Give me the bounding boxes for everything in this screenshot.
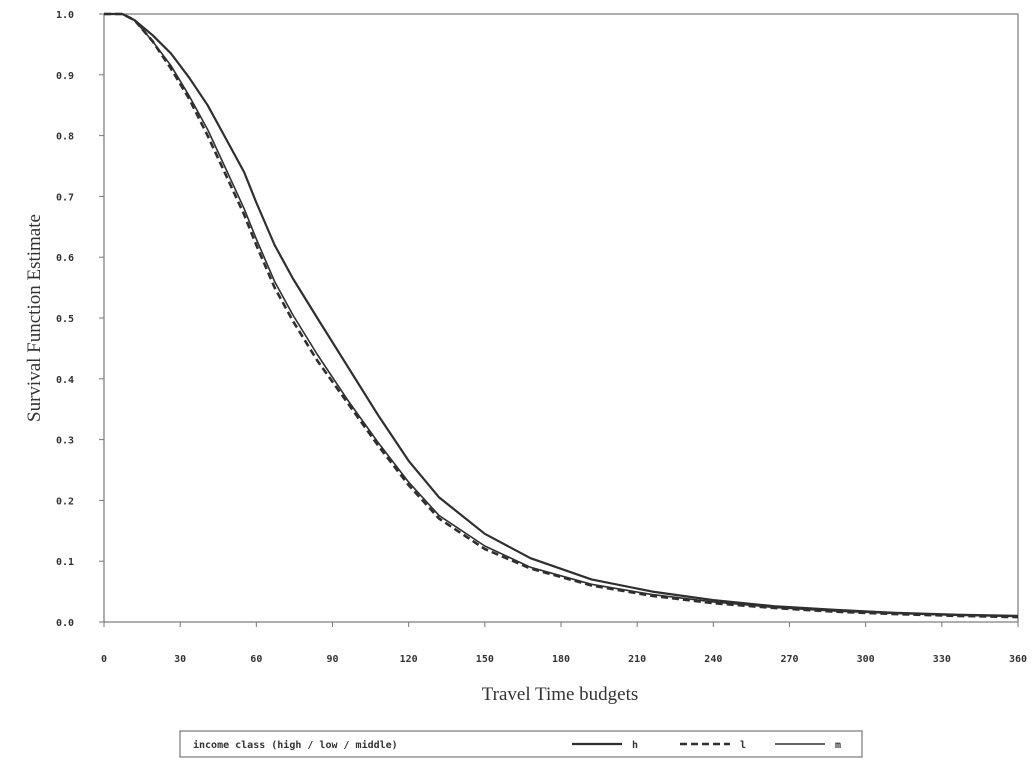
x-tick-label: 60 [250, 654, 262, 665]
legend: income class (high / low / middle) h l m [179, 730, 863, 758]
y-tick-label: 0.0 [56, 618, 74, 629]
series-line-h [104, 12, 1019, 617]
x-axis-ticks: 0 30 60 90 120 150 180 210 240 270 300 330 360 [101, 622, 1027, 665]
x-tick-label: 210 [628, 654, 646, 665]
x-tick-label: 150 [476, 654, 494, 665]
y-tick-label: 0.3 [56, 436, 74, 447]
y-tick-label: 0.1 [56, 557, 74, 568]
y-tick-label: 0.7 [56, 192, 74, 203]
y-tick-label: 0.6 [56, 253, 74, 264]
x-tick-label: 270 [780, 654, 798, 665]
x-tick-label: 330 [933, 654, 951, 665]
legend-box [179, 730, 863, 758]
x-tick-label: 90 [326, 654, 338, 665]
plot-frame [103, 13, 1019, 623]
y-tick-label: 0.2 [56, 496, 74, 507]
x-tick-label: 0 [101, 654, 107, 665]
x-tick-label: 120 [400, 654, 418, 665]
y-tick-label: 0.5 [56, 314, 74, 325]
plot-frame-group [103, 13, 1019, 623]
x-tick-label: 180 [552, 654, 570, 665]
y-axis-ticks: 0.0 0.1 0.2 0.3 0.4 0.5 0.6 0.7 0.8 0.9 1.0 [56, 10, 104, 629]
x-tick-label: 360 [1009, 654, 1027, 665]
legend-label-l: l [740, 740, 746, 751]
series-line-l [104, 12, 1019, 619]
x-tick-label: 30 [174, 654, 186, 665]
legend-label-h: h [632, 740, 638, 751]
x-tick-label: 240 [704, 654, 722, 665]
y-axis-title: Survival Function Estimate [24, 214, 45, 422]
series-line-m [104, 13, 1019, 618]
legend-title: income class (high / low / middle) [193, 739, 398, 751]
y-tick-label: 1.0 [56, 10, 74, 21]
y-tick-label: 0.9 [56, 71, 74, 82]
x-axis-title: Travel Time budgets [482, 684, 639, 705]
legend-label-m: m [835, 740, 841, 751]
x-tick-label: 300 [857, 654, 875, 665]
series-group [104, 12, 1019, 619]
y-tick-label: 0.4 [56, 375, 74, 386]
y-tick-label: 0.8 [56, 132, 74, 143]
